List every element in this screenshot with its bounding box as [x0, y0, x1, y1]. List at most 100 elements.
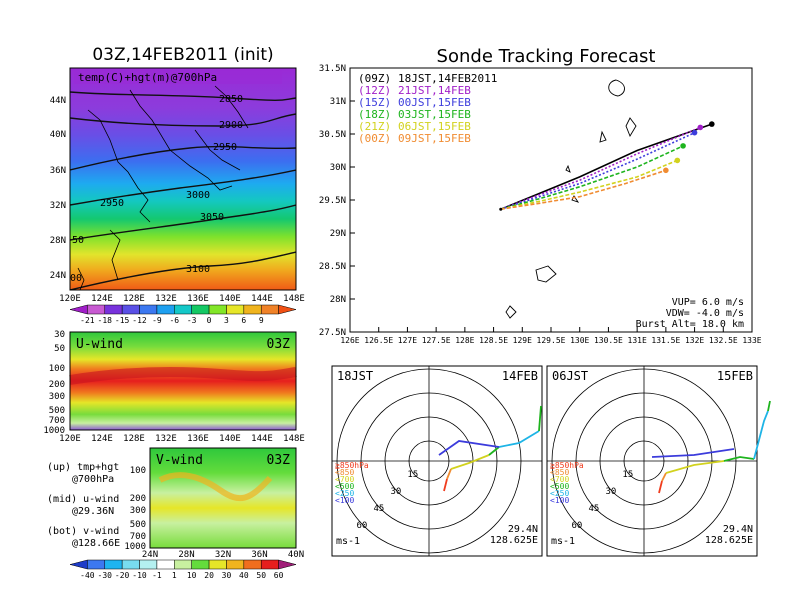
hodograph-ring-label: 15 — [407, 470, 418, 480]
vwind-frame — [149, 447, 297, 549]
uwind-y-label: 300 — [49, 392, 65, 402]
uwind-time: 03Z — [267, 337, 291, 352]
colorbar-swatch — [104, 304, 123, 315]
map-lon-label: 144E — [251, 294, 273, 304]
hodograph-trace — [753, 410, 769, 460]
map-panel-label: temp(C)+hgt(m)@700hPa — [78, 71, 217, 84]
track-end-point — [697, 124, 704, 131]
coastlines — [77, 85, 249, 290]
hodograph-trace — [651, 448, 735, 458]
hodograph-level: <700 — [335, 475, 354, 484]
legend-entry: 00JST,15FEB — [398, 96, 471, 109]
vwind-x-labels: 24N 28N 32N 36N 40N — [142, 550, 304, 560]
map-frame — [69, 67, 297, 291]
hodograph-unit: ms-1 — [336, 536, 360, 547]
map-lat-label: 28N — [50, 236, 66, 246]
track-y-label: 30.5N — [319, 130, 346, 140]
vwind-y-label: 300 — [130, 506, 146, 516]
contour-label: 3050 — [200, 212, 224, 223]
map-lat-label: 32N — [50, 201, 66, 211]
hodograph-lon: 128.625E — [490, 535, 538, 546]
contour-label: 2850 — [219, 94, 243, 105]
contour-label: 2950 — [100, 198, 124, 209]
track-x-label: 129E — [513, 336, 532, 345]
map-label-bg — [74, 70, 282, 84]
colorbar-label: -30 — [98, 571, 113, 580]
uwind-x-label: 148E — [283, 434, 305, 444]
vwind-x-label: 28N — [178, 550, 194, 560]
hodograph-ring-label: 45 — [373, 504, 384, 514]
colorbar-swatch — [121, 304, 140, 315]
map-lat-labels: 44N 40N 36N 32N 28N 24N — [50, 96, 66, 281]
colorbar-label: -12 — [132, 316, 147, 325]
contour-label: 2950 — [213, 142, 237, 153]
hodograph-level: <250 — [550, 489, 569, 498]
track-x-label: 132.5E — [709, 336, 738, 345]
colorbar-swatch — [139, 304, 158, 315]
track-coastlines — [505, 79, 637, 319]
hodograph-date: 15FEB — [717, 369, 753, 383]
legend-utc: (12Z) — [358, 84, 391, 97]
hodograph-ring-label: 30 — [605, 487, 616, 497]
note-line: (mid) u-wind — [47, 494, 119, 505]
track-x-label: 133E — [742, 336, 761, 345]
track-legend: (09Z) 18JST,14FEB2011 (12Z) 21JST,14FEB (15Z… — [358, 72, 497, 145]
colorbar-swatch — [191, 304, 210, 315]
hodograph-level: <500 — [550, 482, 569, 491]
track-line — [500, 169, 667, 210]
vwind-x-label: 32N — [215, 550, 231, 560]
temperature-colorbar: -21 -18 -15 -12 -9 -6 -3 0 3 6 9 — [69, 304, 297, 325]
colorbar-label: 30 — [222, 571, 232, 580]
colorbar-swatch — [87, 304, 106, 315]
panel-notes: (up) tmp+hgt@700hPa (mid) u-wind@29.36N (b… — [47, 462, 120, 549]
legend-utc: (21Z) — [358, 120, 391, 133]
track-y-labels: 31.5N 31N 30.5N 30N 29.5N 29N 28.5N 28N 27.5N — [319, 64, 355, 338]
colorbar-swatch — [243, 304, 262, 315]
track-x-label: 131.5E — [651, 336, 680, 345]
colorbar-label: -6 — [169, 316, 179, 325]
legend-utc: (18Z) — [358, 108, 391, 121]
track-x-label: 130E — [570, 336, 589, 345]
colorbar-swatch — [104, 559, 123, 570]
legend-utc: (15Z) — [358, 96, 391, 109]
map-lat-label: 24N — [50, 271, 66, 281]
vwind-x-label: 40N — [288, 550, 304, 560]
track-title: Sonde Tracking Forecast — [437, 46, 656, 67]
track-series — [499, 121, 715, 211]
colorbar-label: -20 — [115, 571, 130, 580]
colorbar-swatch — [260, 304, 279, 315]
contour-label: 50 — [72, 235, 84, 246]
uwind-y-label: 500 — [49, 406, 65, 416]
uwind-y-label: 200 — [49, 380, 65, 390]
vwind-y-label: 200 — [130, 494, 146, 504]
colorbar-label: 9 — [259, 316, 264, 325]
note-line: (up) tmp+hgt — [47, 462, 119, 473]
track-y-label: 27.5N — [319, 328, 346, 338]
colorbar-swatch — [278, 304, 297, 315]
hodograph-level: <250 — [335, 489, 354, 498]
legend-utc: (09Z) — [358, 72, 391, 85]
colorbar-label: -21 — [80, 316, 95, 325]
temperature-map: temp(C)+hgt(m)@700hPa 2850 2900 2950 2950 30… — [50, 67, 305, 304]
colorbar-swatch — [208, 304, 227, 315]
colorbar-swatch — [243, 559, 262, 570]
track-y-label: 29.5N — [319, 196, 346, 206]
map-lon-label: 128E — [123, 294, 145, 304]
uwind-label: U-wind — [76, 337, 123, 352]
map-lon-label: 124E — [91, 294, 113, 304]
legend-entry: 09JST,15FEB — [398, 132, 471, 145]
hodograph-trace — [538, 405, 542, 432]
hodograph-trace — [446, 468, 452, 480]
colorbar-swatch — [174, 559, 192, 570]
colorbar-label: 1 — [172, 571, 177, 580]
vwind-y-label: 100 — [130, 466, 146, 476]
colorbar-label: 0 — [207, 316, 212, 325]
hodograph-level: <100 — [335, 496, 354, 505]
hodograph-lat: 29.4N — [723, 524, 753, 535]
map-lon-label: 140E — [219, 294, 241, 304]
hodograph-ring-label: 15 — [622, 470, 633, 480]
hodograph-label-bg — [713, 368, 755, 382]
track-param: VUP= 6.0 m/s — [672, 297, 744, 308]
